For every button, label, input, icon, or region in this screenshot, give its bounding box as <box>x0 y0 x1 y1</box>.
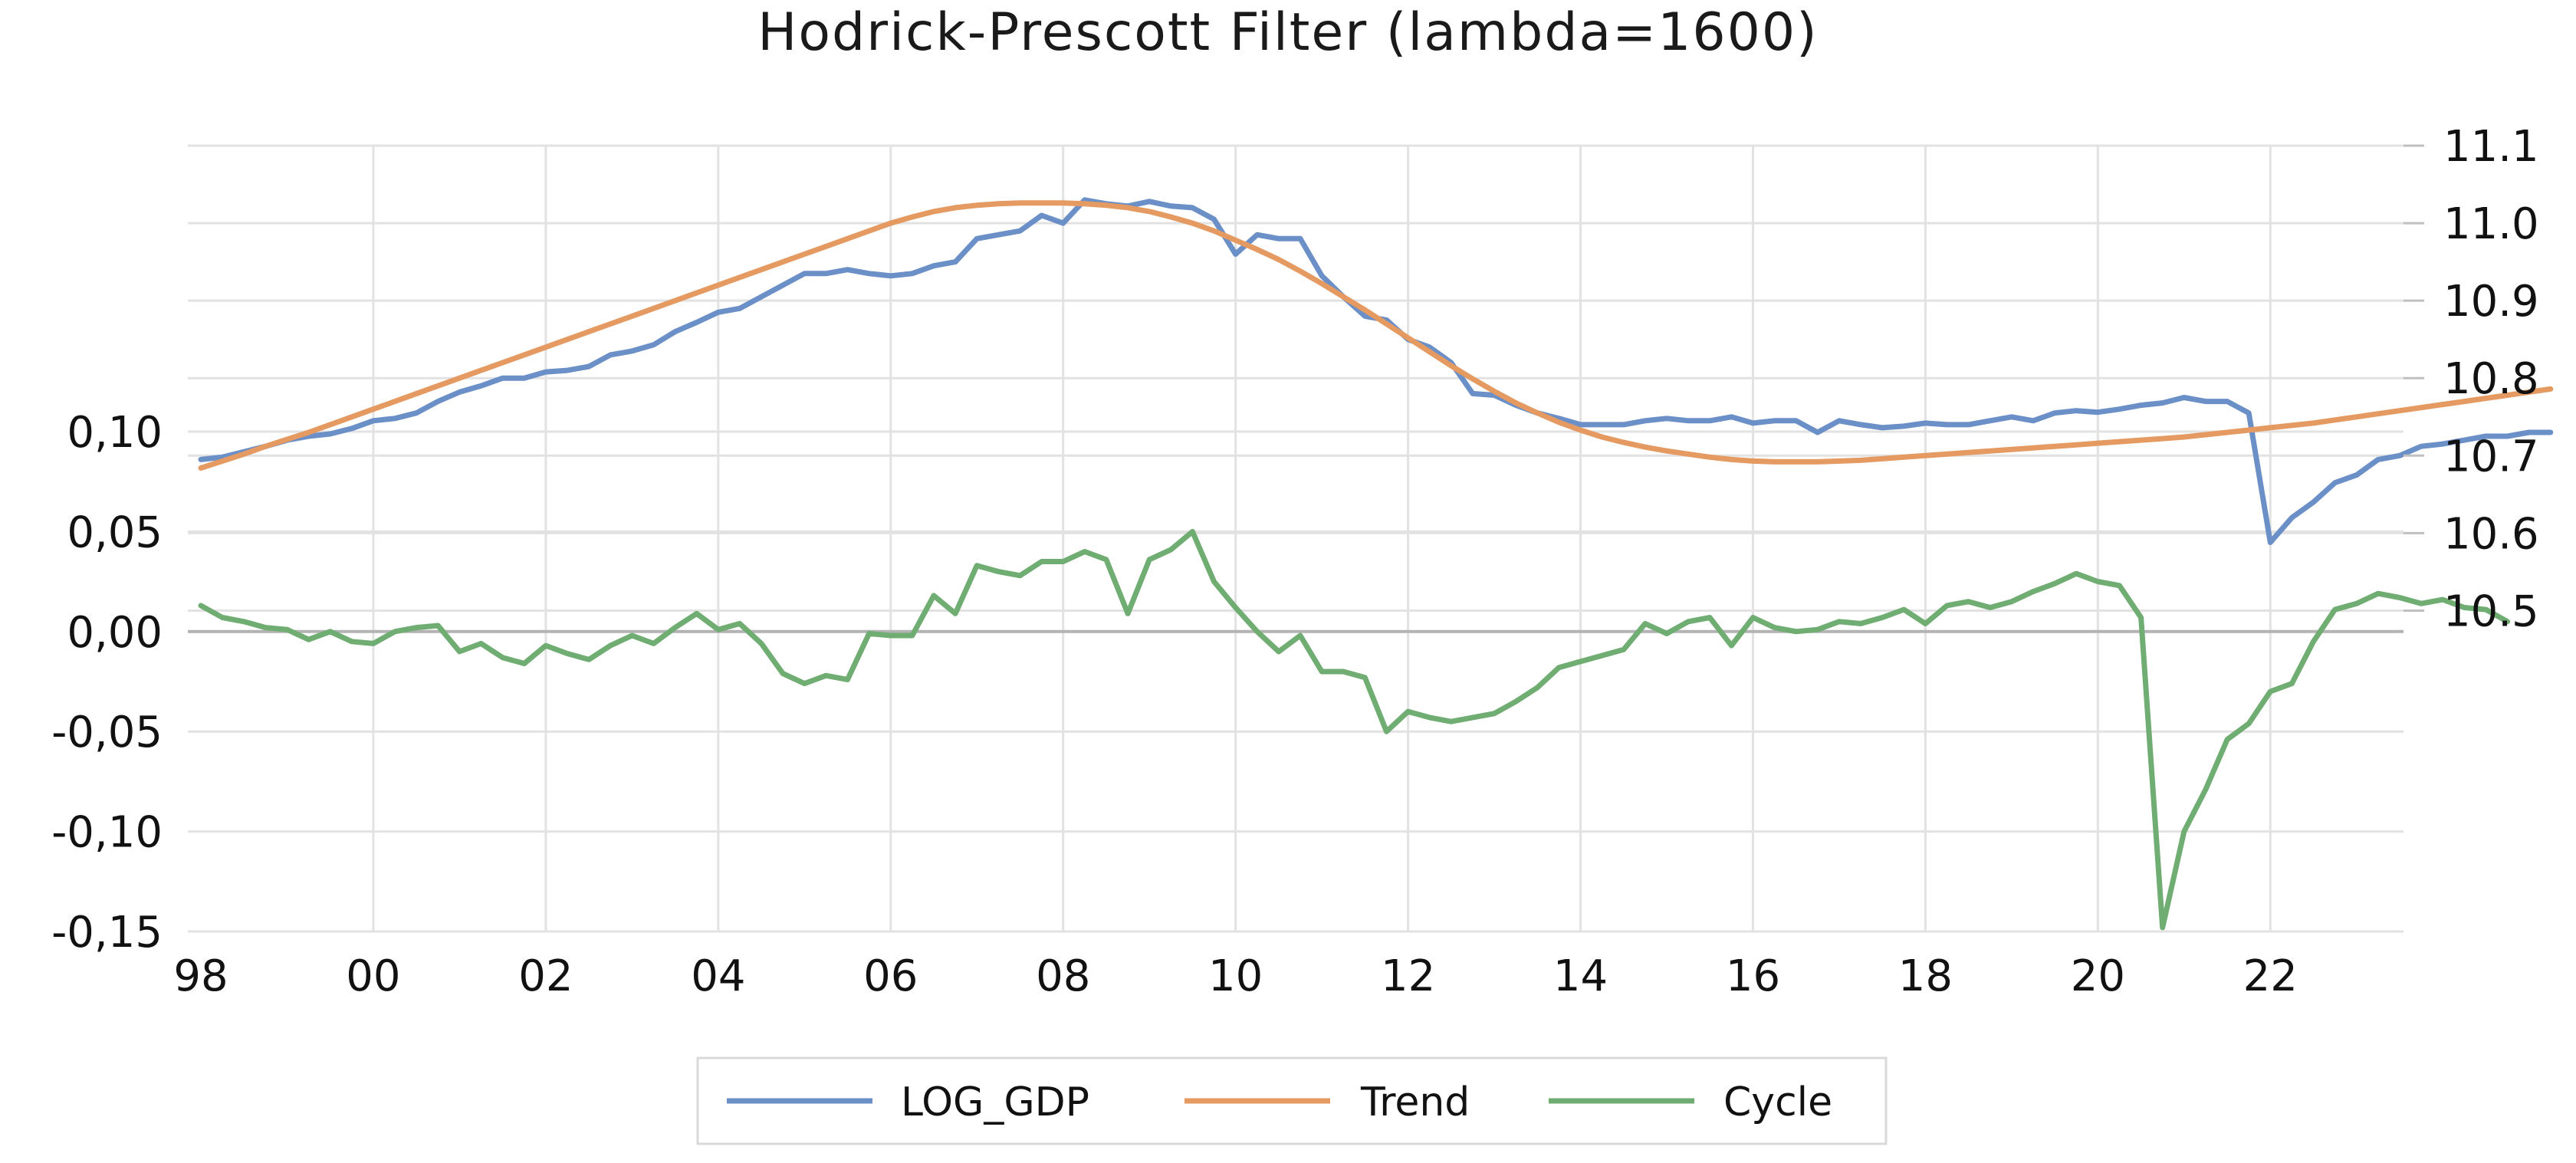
left-axis-tick-label: 0,10 <box>67 408 163 458</box>
legend: LOG_GDP Trend Cycle <box>696 1056 1888 1145</box>
x-axis: 98 00 02 04 06 08 10 12 14 16 18 20 22 <box>173 951 2298 1001</box>
x-axis-tick-label: 16 <box>1726 951 1780 1001</box>
left-axis-tick-label: -0,05 <box>51 708 163 757</box>
x-axis-tick-label: 10 <box>1208 951 1263 1001</box>
left-axis-tick-label: 0,05 <box>67 508 163 557</box>
x-axis-tick-label: 14 <box>1553 951 1608 1001</box>
grid-lines <box>188 144 2404 933</box>
left-axis-tick-label: -0,10 <box>51 808 163 858</box>
right-axis-tick-label: 10.5 <box>2443 586 2539 636</box>
left-axis-tick-label: 0,00 <box>67 608 163 658</box>
right-axis-tick-label: 10.8 <box>2443 354 2539 404</box>
x-axis-tick-label: 04 <box>691 951 745 1001</box>
legend-label-trend: Trend <box>1360 1079 1470 1125</box>
legend-label-cycle: Cycle <box>1723 1079 1832 1125</box>
series-lines <box>198 197 2554 931</box>
right-axis: 11.1 11.0 10.9 10.8 10.7 10.6 10.5 <box>2404 122 2539 636</box>
left-axis-tick-label: -0,15 <box>51 908 163 958</box>
x-axis-tick-label: 98 <box>173 951 228 1001</box>
right-axis-tick-label: 10.7 <box>2443 432 2539 481</box>
right-axis-tick-label: 11.0 <box>2443 199 2539 249</box>
x-axis-tick-label: 12 <box>1381 951 1435 1001</box>
x-axis-tick-label: 02 <box>518 951 573 1001</box>
left-axis: 0,10 0,05 0,00 -0,05 -0,10 -0,15 <box>51 408 163 958</box>
series-line-log-gdp <box>198 197 2554 545</box>
series-line-trend <box>198 200 2554 471</box>
right-axis-tick-label: 11.1 <box>2443 122 2539 172</box>
x-axis-tick-label: 18 <box>1898 951 1953 1001</box>
right-axis-tick-label: 10.9 <box>2443 277 2539 327</box>
x-axis-tick-label: 06 <box>863 951 918 1001</box>
x-axis-tick-label: 00 <box>346 951 400 1001</box>
right-axis-tick-label: 10.6 <box>2443 509 2539 559</box>
legend-label-log-gdp: LOG_GDP <box>901 1079 1089 1125</box>
x-axis-tick-label: 20 <box>2071 951 2125 1001</box>
chart-title: Hodrick-Prescott Filter (lambda=1600) <box>757 2 1818 63</box>
series-line-cycle <box>198 528 2511 931</box>
x-axis-tick-label: 22 <box>2243 951 2298 1001</box>
x-axis-tick-label: 08 <box>1036 951 1090 1001</box>
